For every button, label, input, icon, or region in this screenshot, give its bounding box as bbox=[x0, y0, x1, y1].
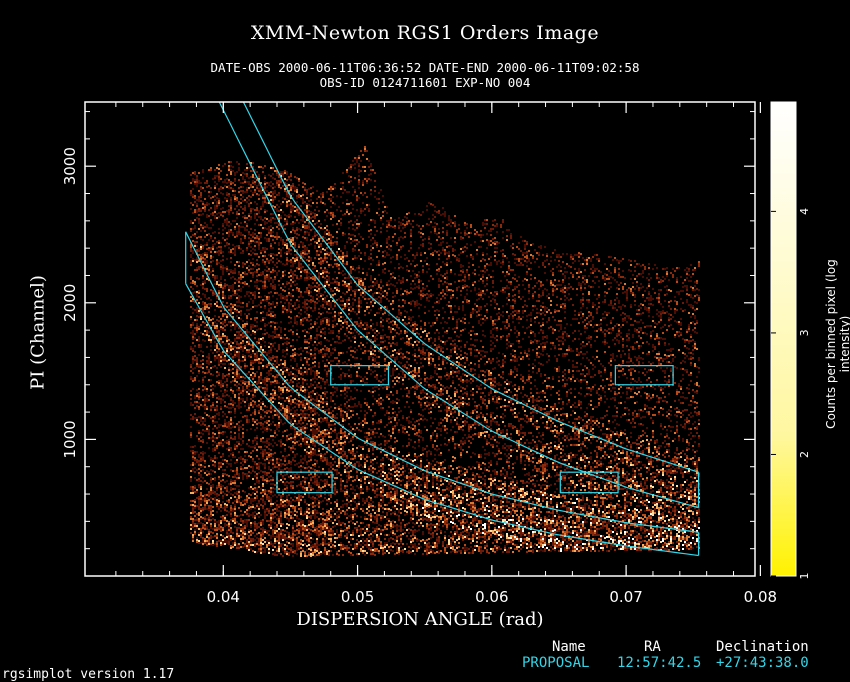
colorbar-tick-label: 2 bbox=[798, 451, 811, 458]
colorbar-title: Counts per binned pixel (log intensity) bbox=[824, 234, 850, 454]
colorbar bbox=[771, 102, 796, 576]
colorbar-tick-label: 1 bbox=[798, 573, 811, 580]
source-dec-header: Declination bbox=[716, 639, 809, 655]
source-dec: +27:43:38.0 bbox=[716, 655, 809, 671]
x-axis-title: DISPERSION ANGLE (rad) bbox=[85, 609, 755, 630]
source-name: PROPOSAL bbox=[522, 655, 589, 671]
y-tick-label: 2000 bbox=[61, 284, 79, 322]
source-ra-header: RA bbox=[644, 639, 661, 655]
source-ra: 12:57:42.5 bbox=[617, 655, 701, 671]
colorbar-tick-label: 4 bbox=[798, 208, 811, 215]
x-tick-label: 0.08 bbox=[744, 588, 777, 606]
colorbar-tick-label: 3 bbox=[798, 329, 811, 336]
y-axis-title: PI (Channel) bbox=[28, 233, 49, 433]
x-tick-label: 0.06 bbox=[475, 588, 508, 606]
x-tick-label: 0.07 bbox=[609, 588, 642, 606]
x-tick-label: 0.04 bbox=[207, 588, 240, 606]
source-name-header: Name bbox=[552, 639, 586, 655]
y-tick-label: 1000 bbox=[61, 420, 79, 458]
x-tick-label: 0.05 bbox=[341, 588, 374, 606]
y-tick-label: 3000 bbox=[61, 147, 79, 185]
counts-heatmap bbox=[190, 146, 700, 557]
